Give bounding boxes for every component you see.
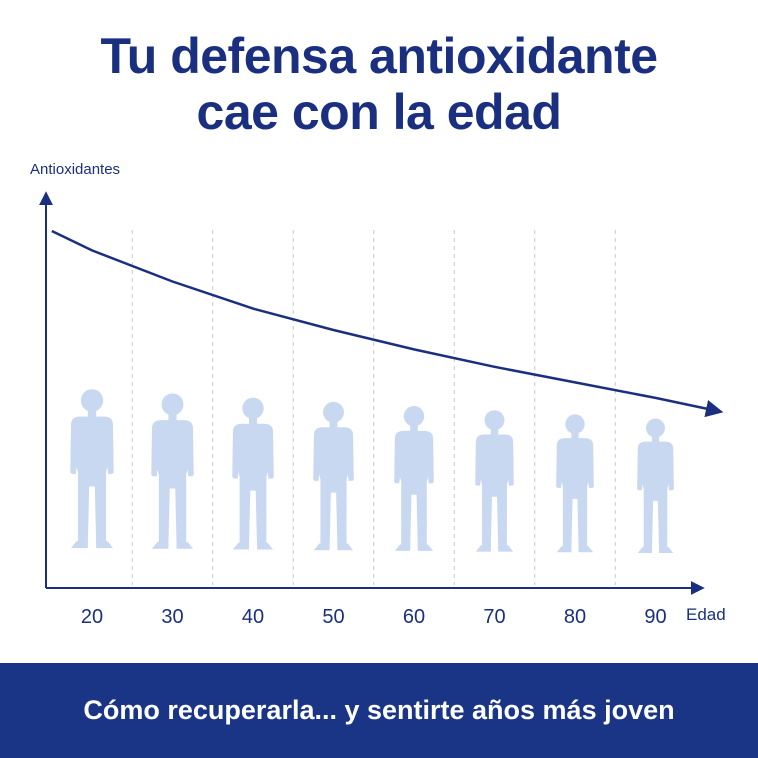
- figure-silhouette: [475, 410, 514, 552]
- x-tick-label: 80: [564, 606, 586, 628]
- antioxidant-age-chart: Antioxidantes Edad 20 30 40 50 60 70 80 90: [30, 161, 726, 628]
- tick-labels: 20 30 40 50 60 70 80 90: [81, 606, 667, 628]
- figure-silhouette: [313, 401, 354, 551]
- title-line-2: cae con la edad: [196, 84, 562, 140]
- figure-silhouette: [394, 405, 434, 551]
- figure-silhouette: [70, 389, 114, 549]
- x-tick-label: 40: [242, 606, 264, 628]
- title-line-1: Tu defensa antioxidante: [100, 28, 658, 84]
- x-tick-label: 20: [81, 606, 103, 628]
- x-axis-label: Edad: [686, 605, 726, 624]
- person-figure-30: [151, 393, 194, 549]
- person-figure-90: [637, 418, 674, 554]
- person-figure-60: [394, 405, 434, 551]
- x-tick-label: 30: [161, 606, 183, 628]
- page-title: Tu defensa antioxidante cae con la edad: [0, 28, 758, 140]
- person-figure-40: [232, 397, 274, 550]
- decline-curve: [51, 229, 724, 418]
- person-figure-80: [556, 414, 594, 553]
- figure-silhouette: [232, 397, 274, 550]
- bottom-banner: Cómo recuperarla... y sentirte años más …: [0, 663, 758, 758]
- x-tick-label: 90: [644, 606, 666, 628]
- person-figure-50: [313, 401, 354, 551]
- figure-silhouette: [556, 414, 594, 553]
- figure-silhouette: [151, 393, 194, 549]
- figures: [70, 389, 674, 554]
- y-axis-label: Antioxidantes: [30, 161, 120, 178]
- figure-silhouette: [637, 418, 674, 554]
- person-figure-20: [70, 389, 114, 549]
- x-tick-label: 60: [403, 606, 425, 628]
- x-tick-label: 50: [322, 606, 344, 628]
- banner-text: Cómo recuperarla... y sentirte años más …: [83, 695, 675, 725]
- x-tick-label: 70: [483, 606, 505, 628]
- grid-lines: [131, 230, 616, 585]
- person-figure-70: [475, 410, 514, 552]
